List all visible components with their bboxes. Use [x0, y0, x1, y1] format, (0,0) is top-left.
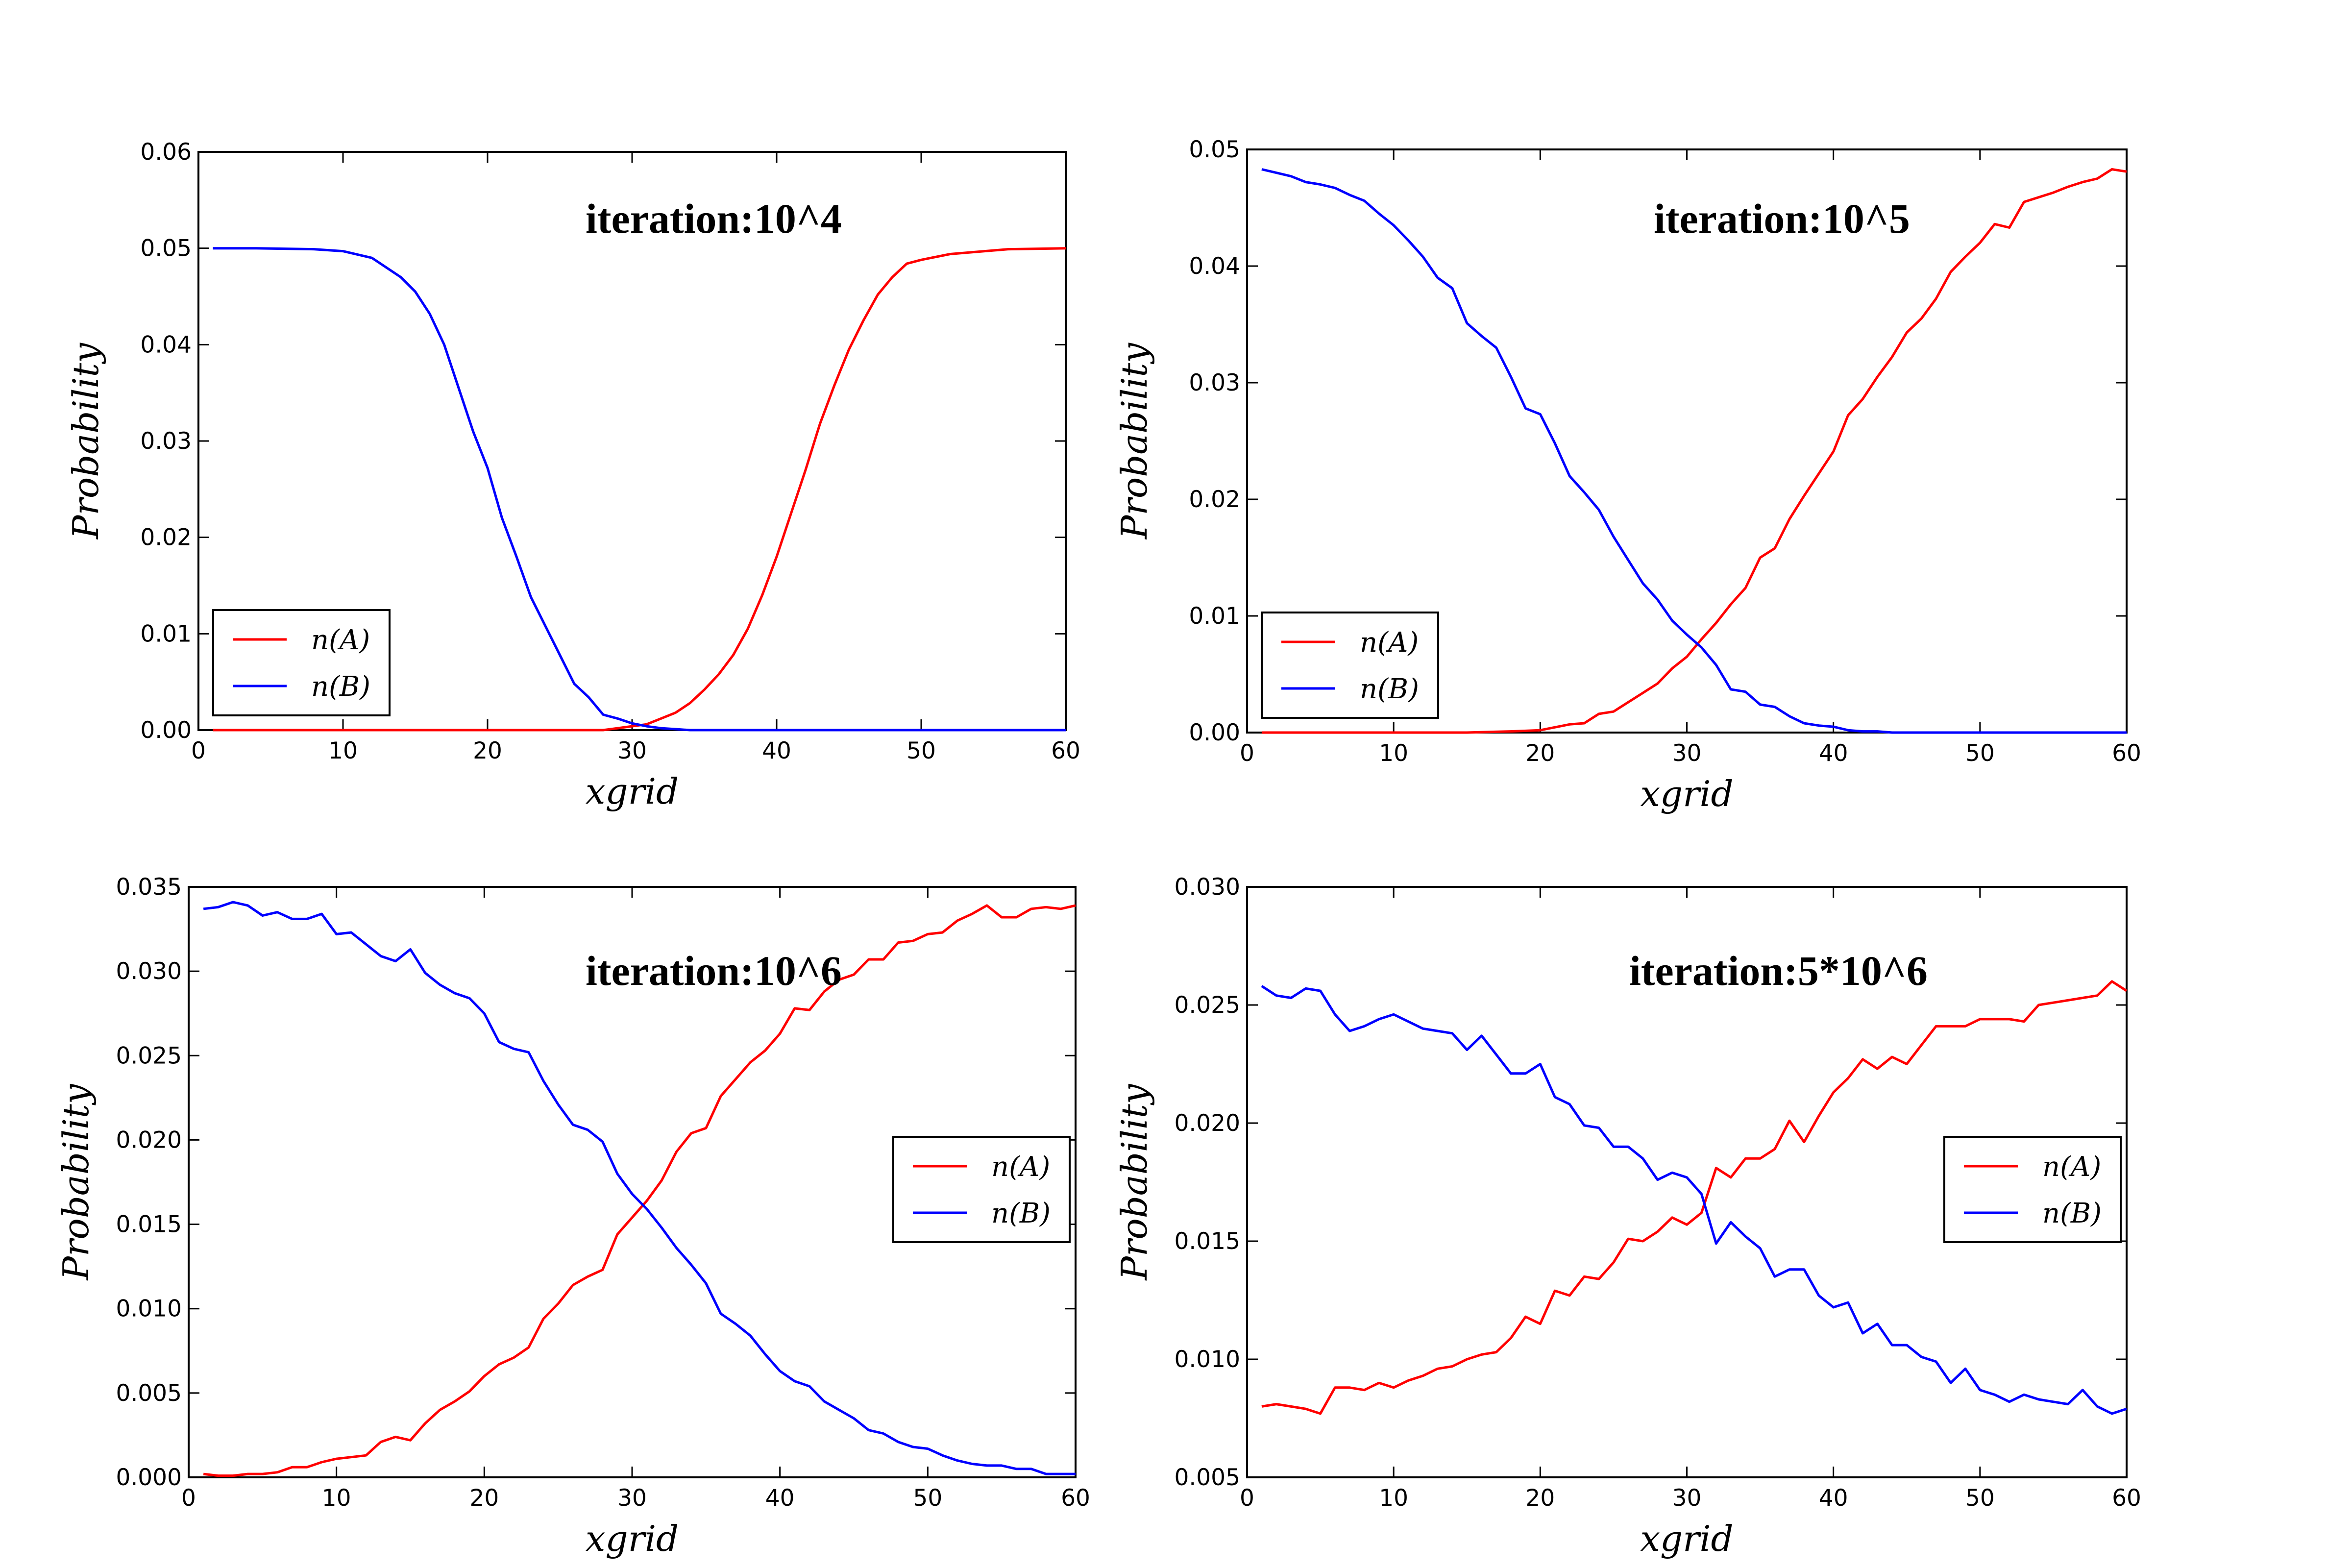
- y-tick-label: 0.00: [140, 717, 192, 744]
- y-axis-label: Probability: [55, 1083, 97, 1281]
- legend-box: [1943, 1136, 2122, 1243]
- iteration-annotation: iteration:10^5: [1654, 195, 1910, 242]
- x-tick-label: 10: [328, 737, 358, 764]
- x-axis-label: xgrid: [586, 771, 679, 812]
- y-tick-label: 0.06: [140, 139, 192, 166]
- legend-box: [892, 1136, 1071, 1243]
- x-tick-label: 30: [617, 737, 647, 764]
- x-tick-label: 30: [1672, 1485, 1702, 1512]
- y-tick-label: 0.02: [1189, 486, 1240, 513]
- iteration-annotation: iteration:5*10^6: [1629, 947, 1928, 994]
- chart-panel-2: 0 10 20 30 40 50 60 0.00 0.01 0.02 0.03 0.04 0.05 xgr…: [1114, 136, 2141, 814]
- y-tick-label: 0.005: [116, 1380, 182, 1407]
- y-tick-label: 0.04: [140, 331, 192, 358]
- series-line-n-b: [1261, 985, 2127, 1415]
- x-axis-label: xgrid: [1640, 1518, 1733, 1559]
- legend: n(A) n(B): [892, 1136, 1071, 1243]
- legend-label-n-a: n(A): [1360, 627, 1419, 659]
- chart-panel-4: 0 10 20 30 40 50 60 0.005 0.010 0.015 0.020 0.025 0.…: [1114, 874, 2141, 1559]
- legend: n(A) n(B): [1943, 1136, 2122, 1243]
- y-tick-label: 0.03: [1189, 369, 1240, 396]
- y-axis-label: Probability: [1114, 1083, 1155, 1281]
- x-axis-label: xgrid: [1640, 773, 1733, 814]
- legend-box: [1261, 612, 1439, 719]
- x-tick-label: 20: [473, 737, 502, 764]
- x-tick-label: 60: [1051, 737, 1080, 764]
- y-tick-label: 0.015: [1174, 1228, 1240, 1255]
- y-tick-label: 0.05: [140, 235, 192, 262]
- legend-label-n-b: n(B): [991, 1198, 1051, 1229]
- x-tick-label: 20: [1525, 740, 1555, 767]
- x-tick-label: 20: [469, 1485, 499, 1512]
- y-tick-label: 0.05: [1189, 136, 1240, 163]
- x-tick-label: 10: [1379, 1485, 1408, 1512]
- legend: n(A) n(B): [1261, 612, 1439, 719]
- y-tick-label: 0.010: [116, 1296, 182, 1323]
- y-tick-label: 0.00: [1189, 719, 1240, 746]
- x-tick-label: 40: [1819, 1485, 1848, 1512]
- series-line-n-a: [213, 247, 1066, 732]
- series-line-n-a: [1261, 168, 2127, 734]
- series-line-n-b: [213, 247, 1066, 732]
- y-tick-label: 0.005: [1174, 1464, 1240, 1491]
- iteration-annotation: iteration:10^6: [586, 947, 842, 994]
- y-tick-label: 0.035: [116, 874, 182, 901]
- x-tick-label: 20: [1525, 1485, 1555, 1512]
- x-tick-label: 40: [765, 1485, 795, 1512]
- legend-label-n-b: n(B): [1360, 673, 1419, 705]
- legend-label-n-b: n(B): [2042, 1198, 2102, 1229]
- x-tick-label: 10: [322, 1485, 351, 1512]
- x-tick-label: 10: [1379, 740, 1408, 767]
- chart-panel-1: 0 10 20 30 40 50 60 0.00 0.01 0.02 0.03 0.04 0.05 0.0…: [65, 139, 1080, 812]
- y-tick-label: 0.04: [1189, 253, 1240, 280]
- series-line-n-a: [1261, 980, 2128, 1415]
- x-tick-label: 50: [913, 1485, 942, 1512]
- x-tick-label: 30: [1672, 740, 1702, 767]
- x-tick-label: 50: [1965, 740, 1995, 767]
- y-tick-label: 0.01: [1189, 603, 1240, 630]
- chart-panel-3: 0 10 20 30 40 50 60 0.000 0.005 0.010 0.015 0.020 0.…: [55, 874, 1090, 1559]
- x-tick-label: 50: [906, 737, 936, 764]
- y-tick-label: 0.03: [140, 428, 192, 455]
- x-tick-label: 60: [1061, 1485, 1090, 1512]
- y-tick-label: 0.020: [1174, 1110, 1240, 1137]
- series-line-n-b: [1261, 168, 2127, 734]
- y-tick-label: 0.030: [1174, 874, 1240, 901]
- series-line-n-b: [203, 901, 1076, 1475]
- y-axis-label: Probability: [1114, 343, 1155, 540]
- y-tick-label: 0.015: [116, 1211, 182, 1238]
- legend-box: [212, 609, 391, 716]
- y-tick-label: 0.020: [116, 1127, 182, 1153]
- y-tick-label: 0.02: [140, 524, 192, 551]
- x-tick-label: 40: [1819, 740, 1848, 767]
- legend-label-n-a: n(A): [991, 1151, 1050, 1183]
- x-axis-label: xgrid: [586, 1518, 679, 1559]
- x-tick-label: 30: [617, 1485, 647, 1512]
- x-tick-label: 50: [1965, 1485, 1995, 1512]
- legend: n(A) n(B): [212, 609, 391, 716]
- iteration-annotation: iteration:10^4: [586, 195, 842, 242]
- y-tick-label: 0.010: [1174, 1346, 1240, 1373]
- x-tick-label: 40: [762, 737, 791, 764]
- legend-label-n-b: n(B): [311, 671, 370, 703]
- y-tick-label: 0.025: [1174, 992, 1240, 1019]
- series-line-n-a: [203, 904, 1076, 1477]
- x-tick-label: 0: [1240, 740, 1254, 767]
- y-axis-label: Probability: [65, 343, 106, 540]
- x-tick-label: 0: [181, 1485, 196, 1512]
- y-tick-label: 0.01: [140, 620, 192, 647]
- x-tick-label: 0: [191, 737, 206, 764]
- legend-label-n-a: n(A): [311, 624, 370, 656]
- y-tick-label: 0.025: [116, 1042, 182, 1069]
- x-tick-label: 60: [2112, 1485, 2141, 1512]
- y-tick-label: 0.030: [116, 958, 182, 985]
- y-tick-label: 0.000: [116, 1464, 182, 1491]
- x-tick-label: 60: [2112, 740, 2141, 767]
- legend-label-n-a: n(A): [2042, 1151, 2101, 1183]
- x-tick-label: 0: [1240, 1485, 1254, 1512]
